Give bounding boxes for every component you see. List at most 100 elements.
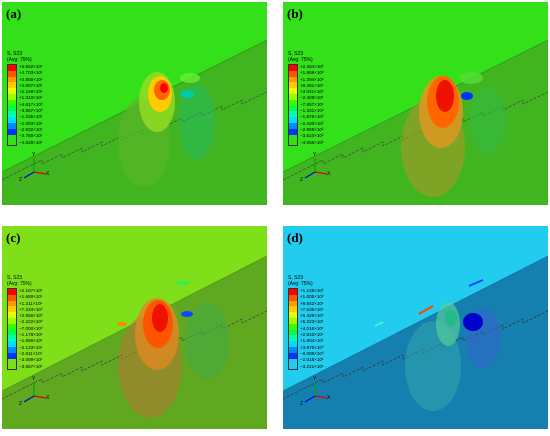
legend-value: −3.780×10¹ bbox=[19, 133, 43, 139]
color-swatch bbox=[8, 352, 16, 359]
legend-value: −8.088×10⁰ bbox=[300, 350, 324, 356]
legend-value: +2.158×10¹ bbox=[19, 89, 43, 95]
contour-low bbox=[463, 313, 483, 331]
legend-value: +2.810×10¹ bbox=[300, 332, 324, 338]
color-swatch bbox=[8, 341, 16, 347]
contour-lobe bbox=[445, 310, 457, 326]
panel-c: (c) S, S23 (Avg: 75%) +2.167×10¹ +1.689 bbox=[2, 226, 267, 429]
legend-avg: (Avg: 75%) bbox=[288, 280, 313, 287]
legend-value: +7.334×10⁰ bbox=[19, 306, 43, 312]
color-swatch bbox=[289, 93, 297, 100]
legend: S, S23 (Avg: 75%) +2.167×10¹ +1.689×10¹ bbox=[7, 275, 43, 370]
legend-value: −1.656×10¹ bbox=[19, 338, 43, 344]
legend-value: −2.420×10² bbox=[300, 120, 324, 126]
color-swatch bbox=[289, 65, 297, 71]
triad-z-label: Z bbox=[19, 177, 23, 183]
panel-label: (c) bbox=[6, 230, 21, 245]
legend-value: +5.223×10¹ bbox=[300, 319, 324, 325]
legend: S, S23 (Avg: 75%) +2.484×10² +1.959×10² bbox=[288, 51, 324, 146]
triad-x-label: X bbox=[46, 395, 50, 401]
panel-d: (d) S, S23 (Avg: 75%) +1.125×10² +1.005 bbox=[283, 226, 548, 429]
triad-z-label: Z bbox=[19, 401, 23, 407]
color-swatch bbox=[289, 300, 297, 307]
contour-lobe bbox=[179, 84, 215, 160]
contour-lobe bbox=[459, 72, 483, 84]
legend-value: +4.703×10¹ bbox=[19, 70, 43, 76]
color-swatch bbox=[8, 117, 16, 123]
triad-x-label: X bbox=[327, 395, 331, 401]
axis-triad: Y X Z bbox=[299, 152, 331, 184]
color-swatch bbox=[8, 312, 16, 318]
color-swatch bbox=[8, 128, 16, 135]
color-swatch bbox=[8, 306, 16, 313]
color-bar bbox=[7, 288, 17, 370]
panel-b: (b) S, S23 (Avg: 75%) +2.484×10² +1.959 bbox=[283, 2, 548, 205]
color-swatch bbox=[289, 117, 297, 123]
triad-y-label: Y bbox=[32, 376, 36, 382]
contour-lobe bbox=[174, 281, 190, 285]
color-swatch bbox=[289, 346, 297, 353]
color-swatch bbox=[8, 122, 16, 129]
triad-y-label: Y bbox=[313, 376, 317, 382]
contour-peak bbox=[418, 305, 434, 315]
step-edge bbox=[2, 310, 267, 400]
color-swatch bbox=[289, 323, 297, 330]
contour-low bbox=[180, 90, 194, 98]
triad-x-label: X bbox=[46, 171, 50, 177]
legend-variable: S, S23 bbox=[7, 51, 23, 57]
legend-value: −2.611×10¹ bbox=[19, 350, 43, 356]
step-edge bbox=[2, 91, 267, 181]
legend-value: +3.041×10¹ bbox=[300, 89, 324, 95]
legend-value: −3.567×10¹ bbox=[19, 363, 43, 369]
color-swatch bbox=[8, 346, 16, 353]
triad-z-label: Z bbox=[300, 401, 304, 407]
step-edge bbox=[283, 310, 548, 400]
color-swatch bbox=[8, 93, 16, 100]
legend-value: +4.016×10¹ bbox=[300, 325, 324, 331]
contour-plot-b bbox=[283, 2, 548, 205]
color-swatch bbox=[8, 300, 16, 307]
color-swatch bbox=[8, 70, 16, 77]
legend-value: −2.932×10¹ bbox=[19, 126, 43, 132]
legend-value: −2.222×10⁰ bbox=[19, 319, 43, 325]
color-swatch bbox=[8, 317, 16, 324]
triad-y-label: Y bbox=[32, 152, 36, 158]
color-swatch bbox=[289, 329, 297, 336]
contour-plot-c bbox=[2, 226, 267, 429]
legend-value: +1.310×10¹ bbox=[19, 95, 43, 101]
step-edge bbox=[283, 91, 548, 181]
color-swatch bbox=[289, 82, 297, 89]
legend-value: +3.007×10¹ bbox=[19, 82, 43, 88]
color-swatch bbox=[289, 306, 297, 313]
color-bar bbox=[288, 64, 298, 146]
legend-value: −3.221×10¹ bbox=[300, 363, 324, 369]
contour-lobe bbox=[180, 73, 200, 83]
legend-value: +3.975×10⁰ bbox=[300, 344, 324, 350]
legend-value: −1.331×10² bbox=[300, 108, 324, 114]
color-swatch bbox=[289, 317, 297, 324]
panel-label: (d) bbox=[287, 230, 303, 245]
legend-avg: (Avg: 75%) bbox=[7, 56, 32, 63]
legend: S, S23 (Avg: 75%) +5.552×10¹ +4.703×10¹ bbox=[7, 51, 43, 146]
color-swatch bbox=[8, 88, 16, 94]
color-swatch bbox=[8, 294, 16, 301]
legend-value: +5.552×10¹ bbox=[19, 64, 43, 69]
legend-value: −2.133×10¹ bbox=[19, 344, 43, 350]
color-swatch bbox=[8, 99, 16, 106]
legend-value: −3.089×10¹ bbox=[19, 357, 43, 363]
contour-plot-a bbox=[2, 2, 267, 205]
axis-triad: Y X Z bbox=[299, 376, 331, 408]
color-swatch bbox=[8, 65, 16, 71]
color-swatch bbox=[289, 312, 297, 318]
contour-lobe bbox=[374, 321, 384, 327]
contour-peak bbox=[152, 304, 168, 332]
legend-value: +1.005×10² bbox=[300, 294, 324, 300]
legend-variable: S, S23 bbox=[7, 275, 23, 281]
panel-label: (a) bbox=[6, 6, 22, 21]
panel-label: (b) bbox=[287, 6, 303, 21]
color-swatch bbox=[289, 128, 297, 135]
triad-z-label: Z bbox=[300, 177, 304, 183]
contour-peak bbox=[436, 80, 454, 112]
legend-value: −7.857×10¹ bbox=[300, 101, 324, 107]
legend-value: +8.491×10¹ bbox=[300, 82, 324, 88]
